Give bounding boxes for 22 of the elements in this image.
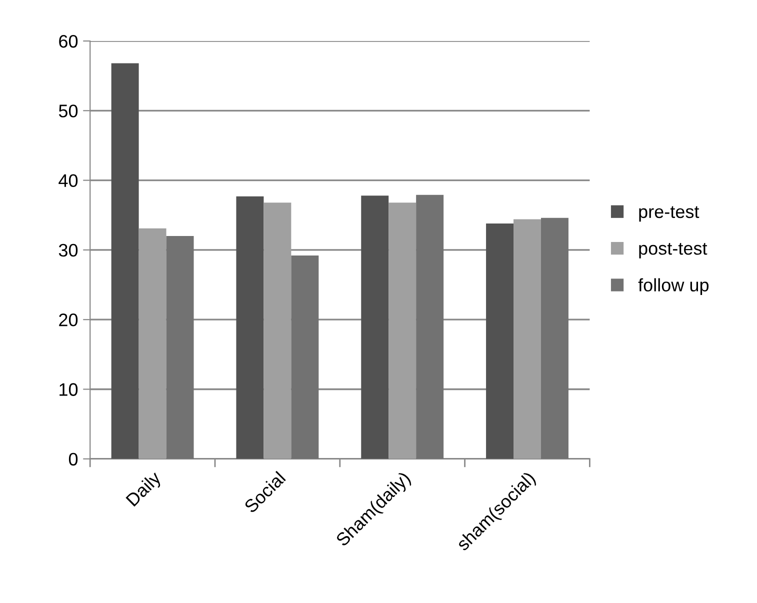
- bar: [486, 223, 514, 459]
- y-tick-label: 0: [68, 452, 78, 466]
- bar: [291, 256, 319, 459]
- y-tick-label: 60: [59, 34, 78, 48]
- legend-label: follow up: [638, 278, 709, 296]
- bar: [361, 196, 389, 459]
- bar: [166, 236, 194, 459]
- y-tick-label: 10: [60, 383, 78, 396]
- y-tick-label: 30: [58, 244, 78, 257]
- y-tick-label: 40: [58, 174, 78, 188]
- y-tick-label: 50: [58, 104, 78, 118]
- bar: [138, 228, 166, 459]
- bar: [264, 202, 292, 459]
- y-tick-label: 20: [59, 314, 78, 326]
- bar: [236, 196, 264, 459]
- legend-label: pre-test: [639, 206, 700, 222]
- bar: [388, 202, 416, 459]
- bar: [514, 219, 541, 459]
- bar: [111, 63, 139, 459]
- legend-label: post-test: [639, 242, 708, 258]
- bar: [416, 194, 444, 459]
- bar: [540, 218, 568, 459]
